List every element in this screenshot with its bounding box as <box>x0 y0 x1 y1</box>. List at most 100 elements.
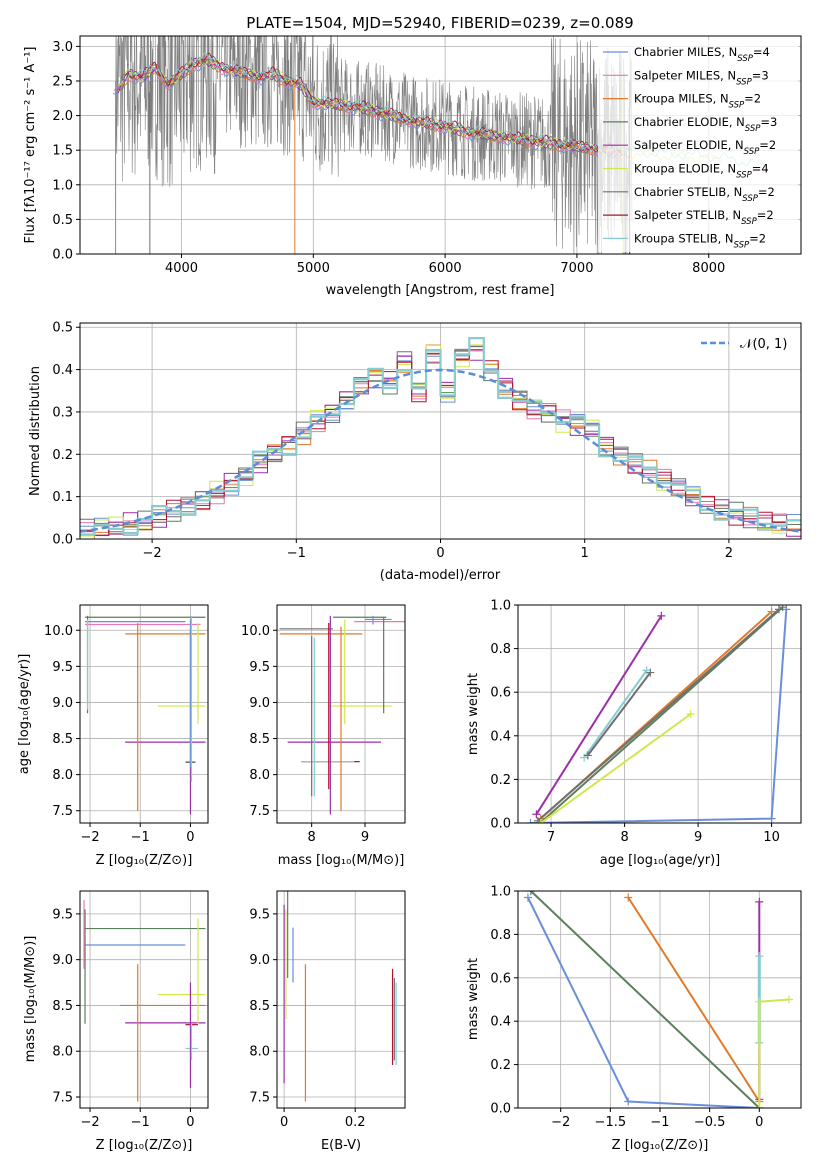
agez-ytick-label: 9.0 <box>52 696 73 711</box>
age-z-ylabel: age [log₁₀(age/yr)] <box>17 654 32 775</box>
legend-entry: Kroupa STELIB, NSSP=2 <box>634 231 766 250</box>
massweight-line <box>627 896 761 1103</box>
massweight-line <box>587 671 652 757</box>
spec-ytick-label: 1.5 <box>52 144 73 159</box>
massweight-line <box>530 891 760 1108</box>
res-xtick-label: 2 <box>725 546 733 561</box>
res-ytick-label: 0.5 <box>52 321 73 336</box>
mass-z-ylabel: mass [log₁₀(M/M⊙)] <box>23 936 38 1063</box>
mw-age-xlabel: age [log₁₀(age/yr)] <box>600 853 721 868</box>
agez-ytick-label: 8.5 <box>52 732 73 747</box>
mwz-ytick-label: 0.8 <box>490 928 511 943</box>
massweight-point <box>755 1104 764 1108</box>
agem-ytick-label: 8.0 <box>249 768 270 783</box>
massz-ytick-label: 8.0 <box>52 1045 73 1060</box>
agez-ytick-label: 7.5 <box>52 804 73 819</box>
massweight-point <box>657 611 666 620</box>
mwz-ytick-label: 0.2 <box>490 1058 511 1073</box>
massweight-line <box>540 713 692 823</box>
massweight-point <box>532 810 541 819</box>
mw-z-xlabel: Z [log₁₀(Z/Z⊙)] <box>612 1138 709 1153</box>
agez-ytick-label: 9.5 <box>52 660 73 675</box>
massweight-line <box>583 669 648 759</box>
mwz-xtick-label: 0 <box>755 1115 763 1130</box>
agem-ytick-label: 9.0 <box>249 696 270 711</box>
residual-histogram-step <box>80 337 801 536</box>
agez-ytick-label: 8.0 <box>52 768 73 783</box>
massweight-vs-metallicity-panel: −2 −1.5 −1 −0.5 0 0.0 0.2 0.4 0.6 0.8 1.0 Z [log₁₀… <box>466 885 802 1153</box>
res-xtick-label: −2 <box>143 546 162 561</box>
spec-ytick-label: 0.0 <box>52 248 73 263</box>
mwage-ytick-label: 0.8 <box>490 642 511 657</box>
massweight-point <box>755 952 764 961</box>
massebv-ytick-label: 8.5 <box>249 999 270 1014</box>
age-z-xlabel: Z [log₁₀(Z/Z⊙)] <box>96 853 193 868</box>
spec-xtick-label: 6000 <box>429 261 462 276</box>
mwage-xtick-label: 7 <box>547 830 555 845</box>
massweight-point <box>755 897 764 906</box>
massz-ytick-label: 7.5 <box>52 1091 73 1106</box>
agem-ytick-label: 9.5 <box>249 660 270 675</box>
mwz-ytick-label: 0.4 <box>490 1015 511 1030</box>
spec-xtick-label: 7000 <box>560 261 593 276</box>
spec-ytick-label: 2.5 <box>52 74 73 89</box>
massebv-ytick-label: 9.0 <box>249 953 270 968</box>
massweight-point <box>624 893 633 902</box>
spec-ytick-label: 2.0 <box>52 109 73 124</box>
massz-ytick-label: 9.0 <box>52 953 73 968</box>
res-xtick-label: −1 <box>287 546 306 561</box>
mwz-xtick-label: −2 <box>551 1115 570 1130</box>
legend-frame <box>598 40 798 252</box>
mwz-xtick-label: −1 <box>650 1115 669 1130</box>
massweight-point <box>767 814 776 823</box>
mwage-ytick-label: 0.0 <box>490 817 511 832</box>
massz-ytick-label: 8.5 <box>52 999 73 1014</box>
spectrum-panel: 4000 5000 6000 7000 8000 0.0 0.5 1.0 1.5 2.0 2.5 3.… <box>23 14 802 298</box>
legend-entry: Chabrier MILES, NSSP=4 <box>634 45 770 64</box>
legend-entry: Chabrier ELODIE, NSSP=3 <box>634 115 777 134</box>
spec-xtick-label: 4000 <box>165 261 198 276</box>
mwage-ytick-label: 0.4 <box>490 729 511 744</box>
residual-legend-label: 𝒩(0, 1) <box>740 337 787 352</box>
massweight-point <box>686 710 695 718</box>
mass-ebv-xlabel: E(B-V) <box>321 1138 361 1153</box>
agez-ytick-label: 10.0 <box>44 624 73 639</box>
massweight-point <box>624 1097 633 1106</box>
mass-z-xlabel: Z [log₁₀(Z/Z⊙)] <box>96 1138 193 1153</box>
agem-ytick-label: 10.0 <box>241 624 270 639</box>
residual-xlabel: (data-model)/error <box>380 568 501 583</box>
agem-xtick-label: 9 <box>361 830 369 845</box>
agem-ytick-label: 8.5 <box>249 732 270 747</box>
massebv-ytick-label: 7.5 <box>249 1091 270 1106</box>
agez-xtick-label: 0 <box>186 830 194 845</box>
agem-ytick-label: 7.5 <box>249 804 270 819</box>
massebv-xtick-label: 0 <box>280 1115 288 1130</box>
massz-xtick-label: −1 <box>131 1115 150 1130</box>
massweight-point <box>785 995 794 1004</box>
res-ytick-label: 0.3 <box>52 405 73 420</box>
age-vs-metallicity-panel: −2 −1 0 7.5 8.0 8.5 9.0 9.5 10.0 Z [log₁₀(Z/Z⊙)]… <box>17 604 209 868</box>
age-mass-xlabel: mass [log₁₀(M/M⊙)] <box>278 853 405 868</box>
agez-xtick-label: −1 <box>131 830 150 845</box>
residual-ylabel: Normed distribution <box>28 366 43 496</box>
mwz-ytick-label: 0.0 <box>490 1102 511 1117</box>
agez-xtick-label: −2 <box>80 830 99 845</box>
res-xtick-label: 0 <box>436 546 444 561</box>
massweight-point <box>646 668 655 677</box>
age-vs-mass-panel: 8 9 7.5 8.0 8.5 9.0 9.5 10.0 mass [log₁₀(M/M⊙)] <box>241 604 406 868</box>
spectrum-ylabel: Flux [fλ10⁻¹⁷ erg cm⁻² s⁻¹ A⁻¹] <box>23 47 38 244</box>
massweight-point <box>755 997 764 1006</box>
mw-age-ylabel: mass weight <box>466 673 481 755</box>
massweight-point <box>536 819 545 823</box>
spec-ytick-label: 1.0 <box>52 178 73 193</box>
spectrum-xlabel: wavelength [Angstrom, rest frame] <box>326 283 555 298</box>
res-ytick-label: 0.4 <box>52 363 73 378</box>
mwz-ytick-label: 1.0 <box>490 885 511 900</box>
massebv-ytick-label: 8.0 <box>249 1045 270 1060</box>
mwage-ytick-label: 1.0 <box>490 599 511 614</box>
res-xtick-label: 1 <box>581 546 589 561</box>
massz-xtick-label: −2 <box>80 1115 99 1130</box>
spec-ytick-label: 0.5 <box>52 213 73 228</box>
massz-xtick-label: 0 <box>186 1115 194 1130</box>
